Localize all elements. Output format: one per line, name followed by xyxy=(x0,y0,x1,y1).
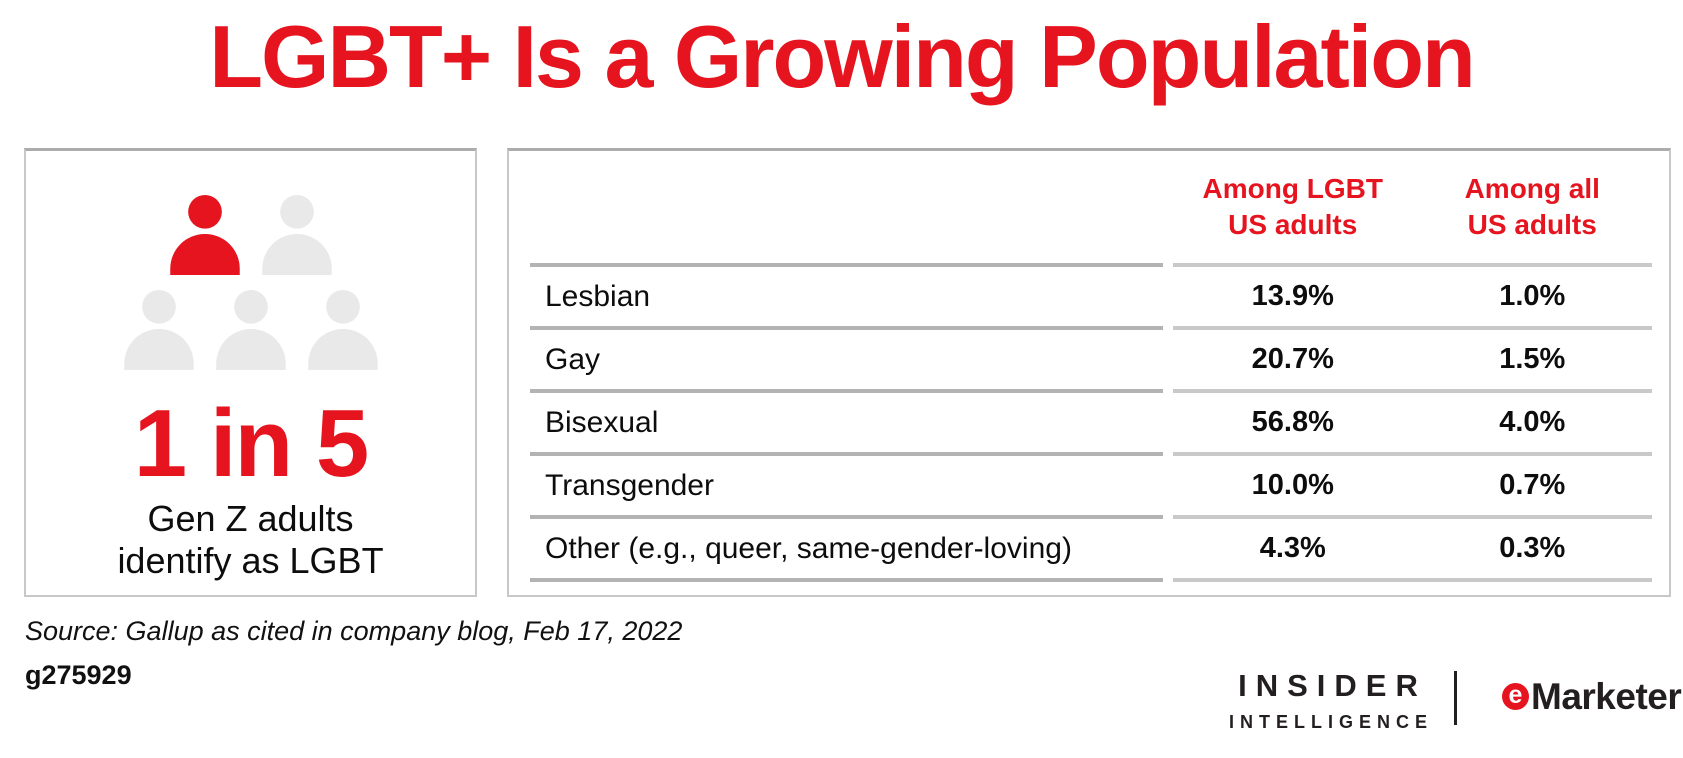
data-table: Among LGBT US adults Among all US adults… xyxy=(530,151,1652,582)
row-values: 13.9% 1.0% xyxy=(1173,267,1652,330)
value-among-all: 1.5% xyxy=(1499,343,1566,375)
value-among-all: 4.0% xyxy=(1499,406,1566,438)
emarketer-e-icon: e xyxy=(1502,683,1529,710)
value-among-all: 0.3% xyxy=(1499,532,1566,564)
row-label: Bisexual xyxy=(530,393,1163,456)
table-row: Other (e.g., queer, same-gender-loving) … xyxy=(530,519,1652,582)
value-among-lgbt: 20.7% xyxy=(1251,343,1334,375)
insider-intelligence-logo: INSIDER INTELLIGENCE xyxy=(1218,668,1438,733)
column-header-line: US adults xyxy=(1228,209,1358,240)
chart-id: g275929 xyxy=(25,660,132,690)
row-values: 4.3% 0.3% xyxy=(1173,519,1652,582)
person-icon xyxy=(307,290,378,370)
people-pictogram xyxy=(26,151,475,370)
column-header-among-lgbt: Among LGBT US adults xyxy=(1173,151,1413,263)
highlight-caption: Gen Z adults identify as LGBT xyxy=(26,498,475,582)
row-label: Other (e.g., queer, same-gender-loving) xyxy=(530,519,1163,582)
table-row: Bisexual 56.8% 4.0% xyxy=(530,393,1652,456)
person-icon xyxy=(215,290,286,370)
highlight-caption-line2: identify as LGBT xyxy=(117,540,384,582)
row-values: 20.7% 1.5% xyxy=(1173,330,1652,393)
row-values: 56.8% 4.0% xyxy=(1173,393,1652,456)
page-title: LGBT+ Is a Growing Population xyxy=(209,7,1476,106)
emarketer-logo: e Marketer xyxy=(1502,678,1683,715)
value-among-all: 0.7% xyxy=(1499,469,1566,501)
column-header-line: Among all xyxy=(1464,172,1600,204)
table-row: Gay 20.7% 1.5% xyxy=(530,330,1652,393)
value-among-lgbt: 13.9% xyxy=(1251,280,1334,312)
highlight-caption-line1: Gen Z adults xyxy=(147,498,354,540)
highlight-stat: 1 in 5 xyxy=(133,390,369,497)
row-label: Lesbian xyxy=(530,267,1163,330)
value-among-lgbt: 4.3% xyxy=(1259,532,1326,564)
value-among-all: 1.0% xyxy=(1499,280,1566,312)
table-header-values: Among LGBT US adults Among all US adults xyxy=(1173,151,1652,267)
row-label: Transgender xyxy=(530,456,1163,519)
table-header-label-cell xyxy=(530,151,1163,267)
table-row: Transgender 10.0% 0.7% xyxy=(530,456,1652,519)
column-header-line: Among LGBT xyxy=(1202,172,1383,204)
people-row-bottom xyxy=(123,290,378,370)
people-row-top xyxy=(169,195,332,275)
table-header-row: Among LGBT US adults Among all US adults xyxy=(530,151,1652,267)
column-header-line: US adults xyxy=(1467,209,1597,240)
person-icon xyxy=(123,290,194,370)
row-label: Gay xyxy=(530,330,1163,393)
highlight-panel: 1 in 5 Gen Z adults identify as LGBT xyxy=(24,148,477,597)
table-panel: Among LGBT US adults Among all US adults… xyxy=(507,148,1671,597)
column-header-among-all: Among all US adults xyxy=(1413,151,1653,263)
value-among-lgbt: 56.8% xyxy=(1251,406,1334,438)
emarketer-wordmark: Marketer xyxy=(1531,676,1682,717)
logo-divider xyxy=(1454,671,1457,725)
insider-logo-line1: INSIDER xyxy=(1238,668,1427,703)
table-row: Lesbian 13.9% 1.0% xyxy=(530,267,1652,330)
insider-logo-line2: INTELLIGENCE xyxy=(1228,712,1433,732)
value-among-lgbt: 10.0% xyxy=(1251,469,1334,501)
row-values: 10.0% 0.7% xyxy=(1173,456,1652,519)
source-note: Source: Gallup as cited in company blog,… xyxy=(25,616,683,646)
person-icon xyxy=(261,195,332,275)
person-icon-highlighted xyxy=(169,195,240,275)
